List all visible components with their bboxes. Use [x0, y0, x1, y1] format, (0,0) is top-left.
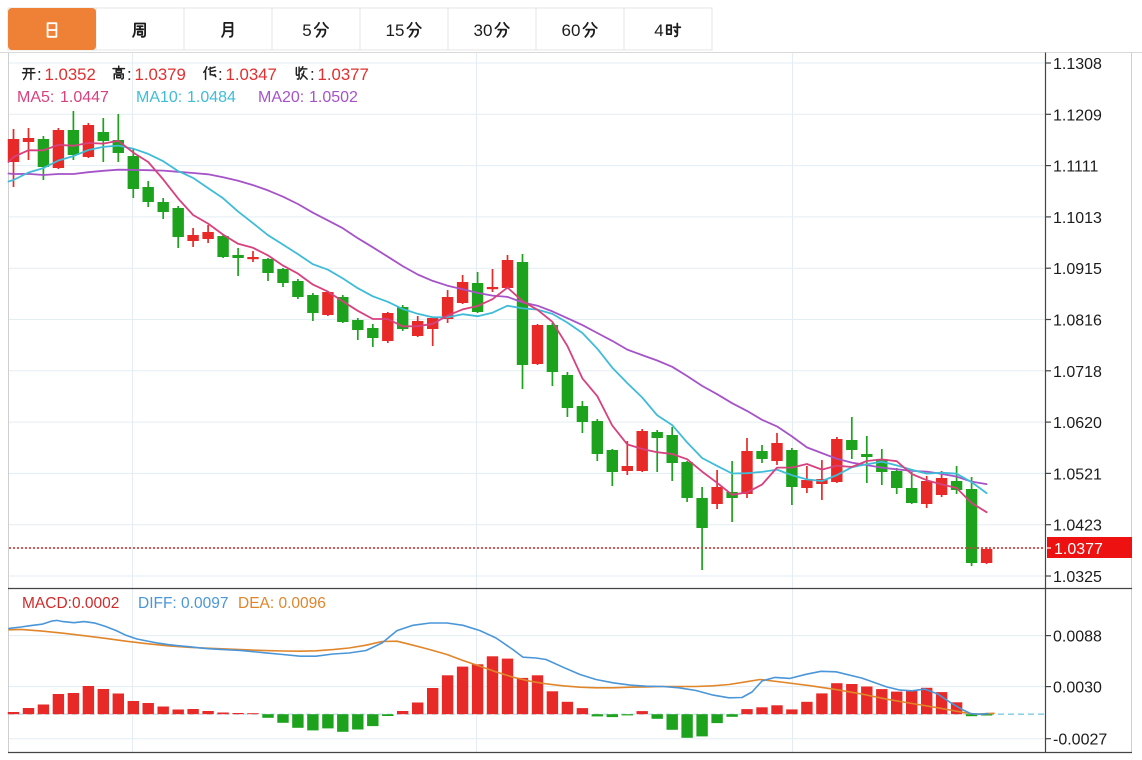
svg-text:1.0447: 1.0447	[60, 89, 109, 106]
svg-text:MA20:: MA20:	[258, 89, 304, 106]
svg-text:0.0088: 0.0088	[1053, 629, 1102, 646]
svg-text:1.0379: 1.0379	[135, 65, 186, 84]
svg-text::: :	[37, 65, 42, 84]
svg-text:1.1308: 1.1308	[1053, 56, 1102, 73]
svg-text:1.1111: 1.1111	[1053, 159, 1098, 176]
svg-text:1.0377: 1.0377	[1054, 541, 1103, 558]
svg-text:1.0352: 1.0352	[45, 65, 96, 84]
svg-text::: :	[218, 65, 223, 84]
svg-text:DEA: 0.0096: DEA: 0.0096	[238, 595, 326, 612]
svg-text:5: 5	[302, 21, 311, 40]
svg-text:1.0502: 1.0502	[309, 89, 358, 106]
svg-text:1.0620: 1.0620	[1053, 415, 1102, 432]
svg-text:1.0484: 1.0484	[187, 89, 236, 106]
svg-text:-0.0027: -0.0027	[1053, 732, 1107, 749]
svg-text:1.0347: 1.0347	[226, 65, 277, 84]
svg-text:15: 15	[386, 21, 405, 40]
svg-text:1.0915: 1.0915	[1053, 261, 1102, 278]
svg-text:30: 30	[474, 21, 493, 40]
svg-text:1.1209: 1.1209	[1053, 107, 1102, 124]
svg-text:1.0521: 1.0521	[1053, 466, 1102, 483]
svg-text:MA5:: MA5:	[17, 89, 54, 106]
svg-text:1.1013: 1.1013	[1053, 210, 1102, 227]
svg-text:0.0030: 0.0030	[1053, 680, 1102, 697]
svg-text:1.0718: 1.0718	[1053, 364, 1102, 381]
svg-text:1.0377: 1.0377	[318, 65, 369, 84]
svg-text:1.0816: 1.0816	[1053, 313, 1102, 330]
svg-text:60: 60	[562, 21, 581, 40]
svg-text:DIFF: 0.0097: DIFF: 0.0097	[138, 595, 228, 612]
svg-text::: :	[310, 65, 315, 84]
svg-text:MA10:: MA10:	[136, 89, 182, 106]
svg-text::: :	[127, 65, 132, 84]
svg-text:1.0423: 1.0423	[1053, 518, 1102, 535]
svg-text:1.0325: 1.0325	[1053, 569, 1102, 586]
svg-text:4: 4	[654, 21, 663, 40]
svg-text:MACD:0.0002: MACD:0.0002	[22, 595, 119, 612]
